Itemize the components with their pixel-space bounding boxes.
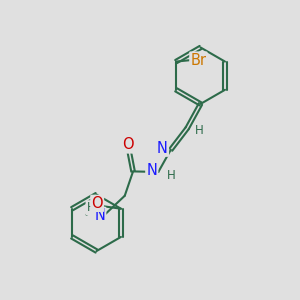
Text: Br: Br — [190, 52, 206, 68]
Text: H: H — [86, 201, 95, 214]
Text: N: N — [146, 163, 157, 178]
Text: O: O — [92, 196, 103, 211]
Text: H: H — [195, 124, 204, 137]
Text: H: H — [167, 169, 175, 182]
Text: N: N — [157, 141, 168, 156]
Text: O: O — [122, 137, 134, 152]
Text: N: N — [94, 208, 105, 223]
